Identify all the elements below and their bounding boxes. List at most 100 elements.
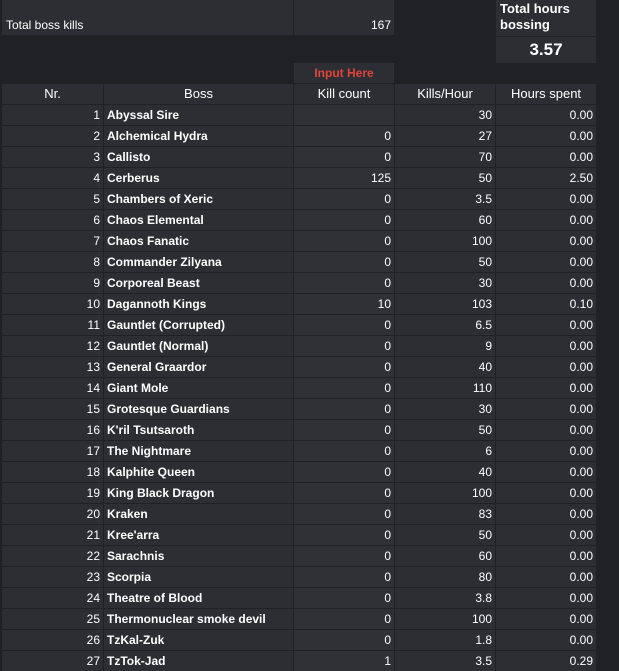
boss-name: Gauntlet (Normal) bbox=[104, 336, 293, 356]
header-hours-spent: Hours spent bbox=[496, 84, 596, 104]
kill-count-input[interactable]: 0 bbox=[294, 378, 394, 398]
kills-per-hour: 3.5 bbox=[395, 651, 495, 671]
boss-name: Scorpia bbox=[104, 567, 293, 587]
row-number: 19 bbox=[2, 483, 103, 503]
hours-spent: 0.00 bbox=[496, 378, 596, 398]
boss-name: Abyssal Sire bbox=[104, 105, 293, 125]
boss-name: Dagannoth Kings bbox=[104, 294, 293, 314]
kill-count-input[interactable]: 0 bbox=[294, 609, 394, 629]
kill-count-input[interactable]: 0 bbox=[294, 546, 394, 566]
hours-spent: 0.00 bbox=[496, 483, 596, 503]
boss-name: Sarachnis bbox=[104, 546, 293, 566]
row-number: 16 bbox=[2, 420, 103, 440]
kill-count-input[interactable]: 0 bbox=[294, 336, 394, 356]
kill-count-input[interactable]: 0 bbox=[294, 588, 394, 608]
kill-count-input[interactable]: 0 bbox=[294, 126, 394, 146]
boss-name: TzKal-Zuk bbox=[104, 630, 293, 650]
hours-spent: 0.00 bbox=[496, 462, 596, 482]
hours-spent: 0.00 bbox=[496, 609, 596, 629]
kill-count-input[interactable]: 10 bbox=[294, 294, 394, 314]
row-number: 4 bbox=[2, 168, 103, 188]
row-number: 6 bbox=[2, 210, 103, 230]
kill-count-input[interactable]: 0 bbox=[294, 273, 394, 293]
boss-name: Chaos Fanatic bbox=[104, 231, 293, 251]
hours-spent: 0.00 bbox=[496, 189, 596, 209]
row-number: 5 bbox=[2, 189, 103, 209]
kills-per-hour: 50 bbox=[395, 525, 495, 545]
row-number: 8 bbox=[2, 252, 103, 272]
kills-per-hour: 40 bbox=[395, 357, 495, 377]
boss-name: General Graardor bbox=[104, 357, 293, 377]
kills-per-hour: 3.5 bbox=[395, 189, 495, 209]
kill-count-input[interactable]: 0 bbox=[294, 525, 394, 545]
boss-name: The Nightmare bbox=[104, 441, 293, 461]
kill-count-input[interactable]: 0 bbox=[294, 210, 394, 230]
kill-count-input[interactable]: 0 bbox=[294, 483, 394, 503]
kill-count-input[interactable]: 0 bbox=[294, 357, 394, 377]
row-number: 24 bbox=[2, 588, 103, 608]
hours-spent: 0.00 bbox=[496, 420, 596, 440]
total-hours-label: Total hours bossing bbox=[496, 0, 596, 36]
header-kill-count: Kill count bbox=[294, 84, 394, 104]
hours-spent: 0.00 bbox=[496, 357, 596, 377]
kill-count-input[interactable]: 0 bbox=[294, 252, 394, 272]
row-number: 15 bbox=[2, 399, 103, 419]
header-boss: Boss bbox=[104, 84, 293, 104]
kill-count-input[interactable]: 0 bbox=[294, 420, 394, 440]
kill-count-input[interactable]: 0 bbox=[294, 147, 394, 167]
kill-count-input[interactable]: 0 bbox=[294, 231, 394, 251]
kill-count-input[interactable]: 0 bbox=[294, 399, 394, 419]
kill-count-input[interactable]: 0 bbox=[294, 567, 394, 587]
hours-spent: 0.00 bbox=[496, 567, 596, 587]
kills-per-hour: 83 bbox=[395, 504, 495, 524]
kill-count-input[interactable]: 1 bbox=[294, 651, 394, 671]
boss-name: Commander Zilyana bbox=[104, 252, 293, 272]
summary-label-block bbox=[2, 0, 293, 35]
kills-per-hour: 9 bbox=[395, 336, 495, 356]
kill-count-input[interactable] bbox=[294, 105, 394, 125]
kills-per-hour: 27 bbox=[395, 126, 495, 146]
row-number: 26 bbox=[2, 630, 103, 650]
kills-per-hour: 50 bbox=[395, 168, 495, 188]
kill-count-input[interactable]: 0 bbox=[294, 630, 394, 650]
kills-per-hour: 50 bbox=[395, 252, 495, 272]
boss-name: Alchemical Hydra bbox=[104, 126, 293, 146]
kill-count-input[interactable]: 125 bbox=[294, 168, 394, 188]
kills-per-hour: 6 bbox=[395, 441, 495, 461]
kill-count-input[interactable]: 0 bbox=[294, 441, 394, 461]
kills-per-hour: 70 bbox=[395, 147, 495, 167]
boss-name: Kree'arra bbox=[104, 525, 293, 545]
hours-spent: 0.00 bbox=[496, 210, 596, 230]
hours-spent: 0.00 bbox=[496, 399, 596, 419]
header-kills-per-hour: Kills/Hour bbox=[395, 84, 495, 104]
kills-per-hour: 60 bbox=[395, 210, 495, 230]
boss-name: Theatre of Blood bbox=[104, 588, 293, 608]
total-hours-value[interactable]: 3.57 bbox=[496, 37, 596, 63]
total-kills-value[interactable]: 167 bbox=[370, 18, 391, 32]
row-number: 23 bbox=[2, 567, 103, 587]
hours-spent: 0.00 bbox=[496, 546, 596, 566]
kills-per-hour: 110 bbox=[395, 378, 495, 398]
kills-per-hour: 30 bbox=[395, 273, 495, 293]
hours-spent: 0.00 bbox=[496, 441, 596, 461]
kill-count-input[interactable]: 0 bbox=[294, 462, 394, 482]
kill-count-input[interactable]: 0 bbox=[294, 189, 394, 209]
hours-spent: 0.00 bbox=[496, 630, 596, 650]
hours-spent: 0.00 bbox=[496, 126, 596, 146]
kills-per-hour: 103 bbox=[395, 294, 495, 314]
kills-per-hour: 100 bbox=[395, 231, 495, 251]
hours-spent: 0.00 bbox=[496, 252, 596, 272]
row-number: 17 bbox=[2, 441, 103, 461]
row-number: 27 bbox=[2, 651, 103, 671]
kill-count-input[interactable]: 0 bbox=[294, 504, 394, 524]
row-number: 2 bbox=[2, 126, 103, 146]
row-number: 7 bbox=[2, 231, 103, 251]
row-number: 3 bbox=[2, 147, 103, 167]
hours-spent: 0.29 bbox=[496, 651, 596, 671]
kill-count-input[interactable]: 0 bbox=[294, 315, 394, 335]
hours-spent: 0.00 bbox=[496, 336, 596, 356]
hours-spent: 2.50 bbox=[496, 168, 596, 188]
boss-name: Gauntlet (Corrupted) bbox=[104, 315, 293, 335]
row-number: 25 bbox=[2, 609, 103, 629]
